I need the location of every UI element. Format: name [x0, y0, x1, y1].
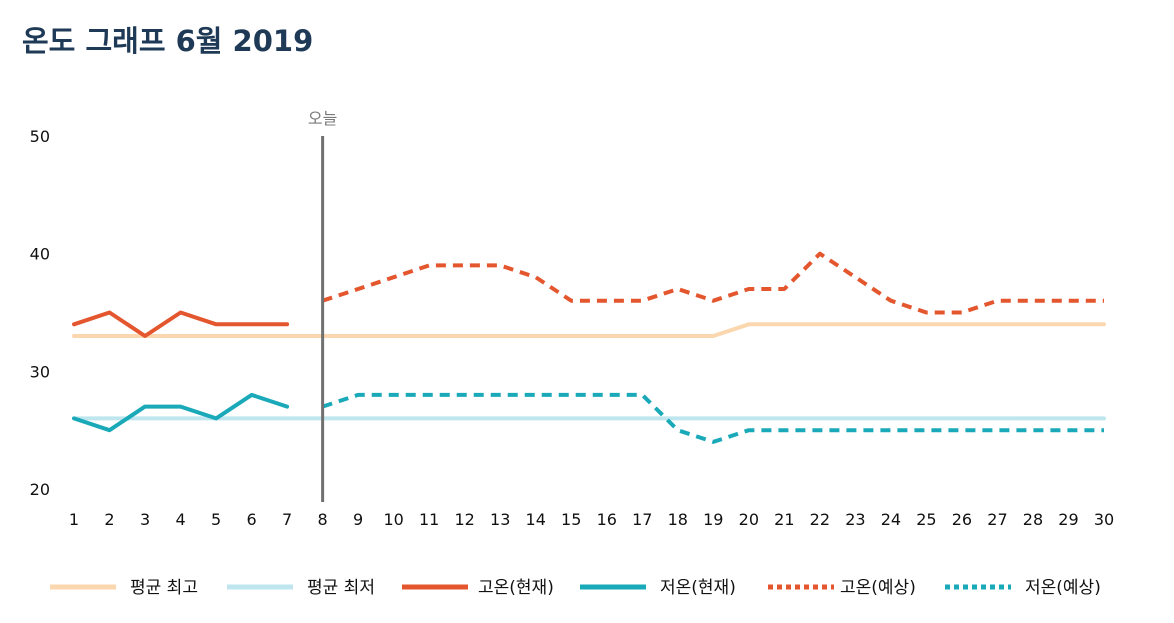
x-tick-label: 18 [668, 510, 688, 529]
x-tick-label: 24 [881, 510, 901, 529]
x-tick-label: 11 [419, 510, 439, 529]
x-tick-label: 6 [246, 510, 256, 529]
x-tick-label: 20 [739, 510, 759, 529]
x-tick-label: 22 [810, 510, 830, 529]
x-tick-label: 26 [952, 510, 972, 529]
series-line-6 [321, 392, 1104, 444]
series-line-5 [321, 251, 1104, 315]
legend-label: 평균 최고 [130, 578, 198, 598]
x-tick-label: 1 [69, 510, 79, 529]
legend-label: 고온(현재) [478, 578, 554, 598]
x-tick-label: 12 [455, 510, 475, 529]
x-tick-label: 14 [526, 510, 546, 529]
x-tick-label: 17 [632, 510, 652, 529]
legend-label: 저온(현재) [660, 578, 736, 598]
x-tick-label: 25 [916, 510, 936, 529]
x-tick-label: 7 [282, 510, 292, 529]
x-tick-label: 19 [703, 510, 723, 529]
today-label: 오늘 [308, 109, 337, 128]
x-tick-label: 16 [597, 510, 617, 529]
chart-title: 온도 그래프 6월 2019 [22, 24, 314, 58]
legend-label: 고온(예상) [840, 578, 916, 598]
legend-label: 평균 최저 [307, 578, 375, 598]
x-tick-label: 29 [1058, 510, 1078, 529]
x-tick-label: 21 [774, 510, 794, 529]
y-tick-label: 50 [30, 127, 50, 146]
x-tick-label: 4 [175, 510, 185, 529]
x-tick-label: 27 [987, 510, 1007, 529]
y-axis-ticks: 20 30 40 50 [30, 127, 50, 499]
today-marker: 오늘 [308, 109, 337, 502]
series-line-1 [72, 322, 1106, 338]
y-tick-label: 40 [30, 245, 50, 264]
series-layer [72, 251, 1106, 444]
x-tick-label: 3 [140, 510, 150, 529]
y-tick-label: 30 [30, 362, 50, 381]
x-tick-label: 30 [1094, 510, 1114, 529]
x-tick-label: 23 [845, 510, 865, 529]
series-line-4 [72, 392, 290, 433]
x-tick-label: 13 [490, 510, 510, 529]
x-tick-label: 8 [318, 510, 328, 529]
legend-label: 저온(예상) [1025, 578, 1101, 598]
x-tick-label: 28 [1023, 510, 1043, 529]
legend: 평균 최고 평균 최저 고온(현재) 저온(현재) 고온(예상) 저온(예상) [50, 578, 1101, 598]
x-tick-label: 10 [383, 510, 403, 529]
series-line-3 [72, 310, 290, 338]
x-tick-label: 5 [211, 510, 221, 529]
y-tick-label: 20 [30, 480, 50, 499]
x-axis-ticks: 1 2 3 4 5 6 7 8 9 10 11 12 13 14 15 16 17 18 19 20 21 22 23 24 2… [69, 510, 1114, 529]
x-tick-label: 2 [104, 510, 114, 529]
x-tick-label: 15 [561, 510, 581, 529]
x-tick-label: 9 [353, 510, 363, 529]
